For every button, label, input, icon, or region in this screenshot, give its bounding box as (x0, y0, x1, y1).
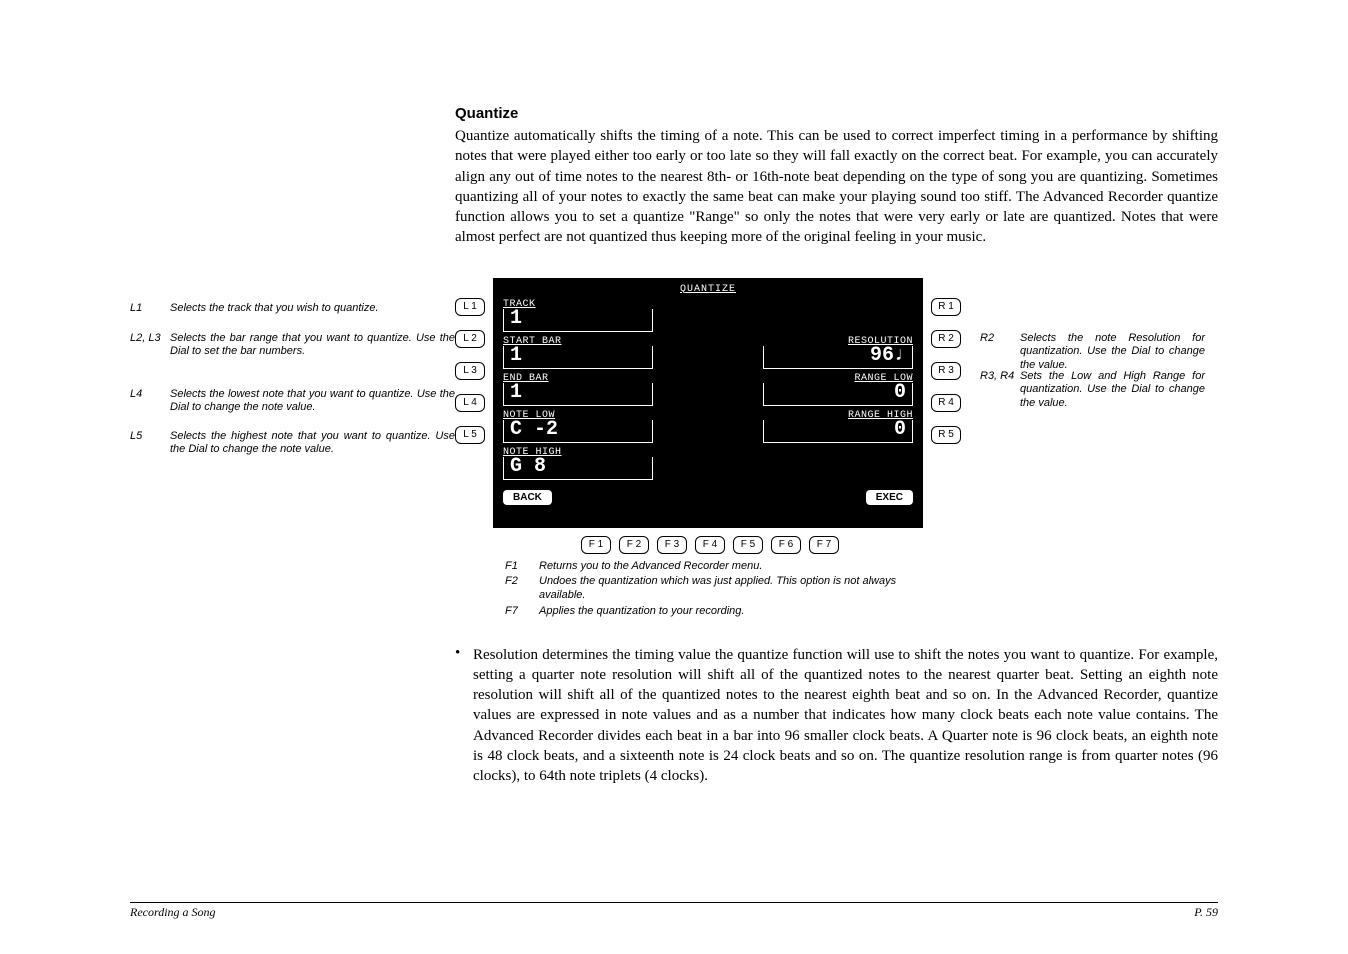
lcd-diagram: L 1 L 2 L 3 L 4 L 5 QUANTIZE TRACK 1 STA… (455, 278, 965, 621)
note-desc: Selects the lowest note that you want to… (170, 388, 455, 416)
note-l2l3: L2, L3 Selects the bar range that you wa… (130, 332, 455, 360)
note-key: F1 (505, 560, 539, 574)
f-buttons: F 1 F 2 F 3 F 4 F 5 F 6 F 7 (455, 536, 965, 554)
note-key: R2 (980, 332, 1020, 373)
button-l1[interactable]: L 1 (455, 298, 485, 316)
note-f2: F2 Undoes the quantization which was jus… (505, 575, 965, 603)
footer-left: Recording a Song (130, 905, 216, 920)
lcd-endbar-value: 1 (503, 383, 653, 406)
button-r5[interactable]: R 5 (931, 426, 961, 444)
button-l5[interactable]: L 5 (455, 426, 485, 444)
button-r3[interactable]: R 3 (931, 362, 961, 380)
note-desc: Selects the note Resolution for quantiza… (1020, 332, 1205, 373)
left-buttons: L 1 L 2 L 3 L 4 L 5 (455, 278, 485, 444)
note-desc: Applies the quantization to your recordi… (539, 605, 744, 619)
lcd-rangelow-value: 0 (763, 383, 913, 406)
note-key: F2 (505, 575, 539, 603)
button-l3[interactable]: L 3 (455, 362, 485, 380)
note-key: R3, R4 (980, 370, 1020, 411)
note-f1: F1 Returns you to the Advanced Recorder … (505, 560, 965, 574)
section-title: Quantize (455, 105, 1218, 122)
lcd-exec: EXEC (866, 490, 913, 505)
note-desc: Selects the highest note that you want t… (170, 430, 455, 458)
note-desc: Selects the bar range that you want to q… (170, 332, 455, 360)
bullet-icon: • (455, 645, 473, 787)
note-key: F7 (505, 605, 539, 619)
button-f2[interactable]: F 2 (619, 536, 649, 554)
note-desc: Returns you to the Advanced Recorder men… (539, 560, 762, 574)
diagram-section: L1 Selects the track that you wish to qu… (130, 278, 1218, 621)
button-l4[interactable]: L 4 (455, 394, 485, 412)
lcd-resolution-value: 96♩ (763, 346, 913, 369)
lcd-track-value: 1 (503, 309, 653, 332)
note-l4: L4 Selects the lowest note that you want… (130, 388, 455, 416)
note-f7: F7 Applies the quantization to your reco… (505, 605, 965, 619)
note-l5: L5 Selects the highest note that you wan… (130, 430, 455, 458)
lcd-rangehigh-value: 0 (763, 420, 913, 443)
button-f5[interactable]: F 5 (733, 536, 763, 554)
lcd-notelow-value: C -2 (503, 420, 653, 443)
button-f6[interactable]: F 6 (771, 536, 801, 554)
button-f1[interactable]: F 1 (581, 536, 611, 554)
note-key: L5 (130, 430, 170, 458)
page-footer: Recording a Song P. 59 (130, 902, 1218, 920)
lcd-startbar-value: 1 (503, 346, 653, 369)
left-annotations: L1 Selects the track that you wish to qu… (130, 278, 455, 538)
button-f7[interactable]: F 7 (809, 536, 839, 554)
lcd-screen: QUANTIZE TRACK 1 START BAR 1 RESOLUTION … (493, 278, 923, 528)
button-f4[interactable]: F 4 (695, 536, 725, 554)
button-r2[interactable]: R 2 (931, 330, 961, 348)
right-annotations: R2 Selects the note Resolution for quant… (965, 278, 1205, 538)
note-key: L1 (130, 302, 170, 316)
button-r4[interactable]: R 4 (931, 394, 961, 412)
note-r3r4: R3, R4 Sets the Low and High Range for q… (980, 370, 1205, 411)
note-desc: Undoes the quantization which was just a… (539, 575, 919, 603)
footer-right: P. 59 (1194, 905, 1218, 920)
button-l2[interactable]: L 2 (455, 330, 485, 348)
lcd-title: QUANTIZE (503, 284, 913, 295)
note-desc: Sets the Low and High Range for quantiza… (1020, 370, 1205, 411)
button-f3[interactable]: F 3 (657, 536, 687, 554)
bottom-annotations: F1 Returns you to the Advanced Recorder … (505, 560, 965, 619)
button-r1[interactable]: R 1 (931, 298, 961, 316)
note-key: L4 (130, 388, 170, 416)
note-l1: L1 Selects the track that you wish to qu… (130, 302, 379, 316)
note-key: L2, L3 (130, 332, 170, 360)
note-r2: R2 Selects the note Resolution for quant… (980, 332, 1205, 373)
intro-paragraph: Quantize automatically shifts the timing… (455, 126, 1218, 248)
lcd-back: BACK (503, 490, 552, 505)
bullet-text: Resolution determines the timing value t… (473, 645, 1218, 787)
lcd-notehigh-value: G 8 (503, 457, 653, 480)
note-desc: Selects the track that you wish to quant… (170, 302, 379, 316)
right-buttons: R 1 R 2 R 3 R 4 R 5 (931, 278, 961, 444)
bullet-paragraph: • Resolution determines the timing value… (455, 645, 1218, 787)
